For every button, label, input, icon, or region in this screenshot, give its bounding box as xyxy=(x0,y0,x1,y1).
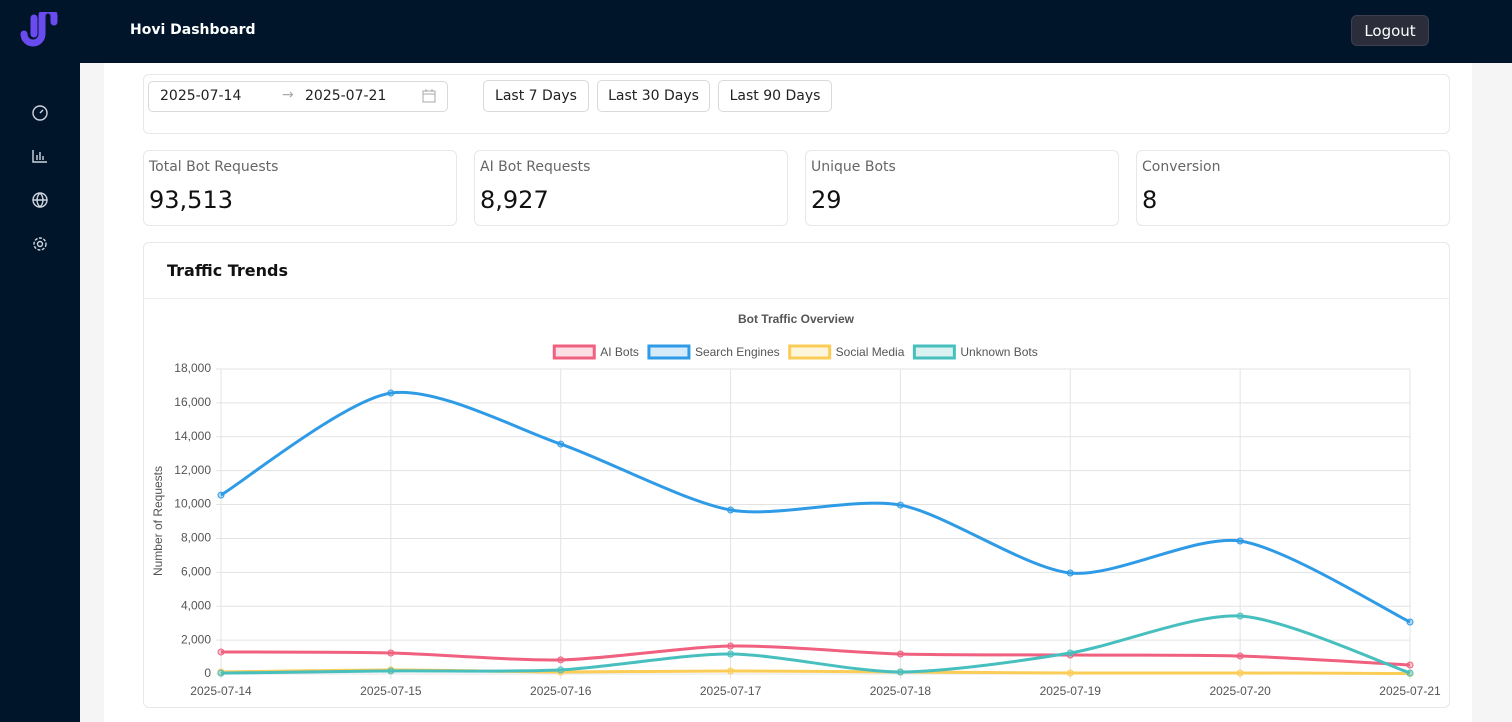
range-arrow: → xyxy=(282,87,294,103)
app-title: Hovi Dashboard xyxy=(130,22,256,38)
data-point xyxy=(1066,669,1074,677)
data-point xyxy=(727,667,735,675)
x-tick-label: 2025-07-19 xyxy=(1040,684,1102,698)
stat-label: Unique Bots xyxy=(811,159,896,175)
data-point xyxy=(387,389,395,397)
data-point xyxy=(387,667,395,675)
y-tick-label: 4,000 xyxy=(181,598,211,612)
x-tick-label: 2025-07-20 xyxy=(1209,684,1271,698)
stat-card: Unique Bots 29 xyxy=(805,150,1119,226)
data-point xyxy=(1406,669,1414,677)
logo xyxy=(20,12,58,47)
data-point xyxy=(557,440,565,448)
data-point xyxy=(1066,649,1074,657)
preset-button[interactable]: Last 30 Days xyxy=(597,80,710,112)
data-point xyxy=(387,649,395,657)
top-bar xyxy=(0,0,1512,63)
stat-value: 8 xyxy=(1142,186,1158,214)
dashboard-icon[interactable] xyxy=(32,105,48,121)
data-point xyxy=(1066,569,1074,577)
y-tick-label: 8,000 xyxy=(181,531,211,545)
end-date: 2025-07-21 xyxy=(305,88,387,104)
stat-label: AI Bot Requests xyxy=(480,159,591,175)
stat-label: Total Bot Requests xyxy=(149,159,279,175)
legend: AI Bots Search Engines Social Media Unknown… xyxy=(552,344,1038,360)
stat-label: Conversion xyxy=(1142,159,1221,175)
stat-card: Conversion 8 xyxy=(1136,150,1450,226)
panel-title: Traffic Trends xyxy=(167,261,289,280)
y-tick-label: 0 xyxy=(204,666,211,680)
data-point xyxy=(1236,669,1244,677)
series-line xyxy=(220,614,1411,675)
data-point xyxy=(727,650,735,658)
y-tick-label: 10,000 xyxy=(174,497,211,511)
legend-label: Social Media xyxy=(836,345,905,359)
legend-swatch xyxy=(552,344,596,360)
data-point xyxy=(1406,618,1414,626)
legend-label: Search Engines xyxy=(695,345,780,359)
start-date: 2025-07-14 xyxy=(160,88,242,104)
data-point xyxy=(896,501,904,509)
chart-title: Bot Traffic Overview xyxy=(738,312,855,326)
legend-swatch xyxy=(788,344,832,360)
stat-value: 8,927 xyxy=(480,186,549,214)
settings-icon[interactable] xyxy=(33,237,47,251)
y-axis-label: Number of Requests xyxy=(151,466,165,576)
x-tick-label: 2025-07-17 xyxy=(700,684,762,698)
calendar-icon xyxy=(422,89,436,103)
x-tick-label: 2025-07-16 xyxy=(530,684,592,698)
data-point xyxy=(896,650,904,658)
stat-value: 29 xyxy=(811,186,842,214)
x-tick-label: 2025-07-18 xyxy=(870,684,932,698)
data-point xyxy=(896,668,904,676)
x-tick-label: 2025-07-21 xyxy=(1379,684,1441,698)
data-point xyxy=(217,669,225,677)
series-line xyxy=(220,390,1411,624)
data-point xyxy=(1236,537,1244,545)
data-point xyxy=(1236,652,1244,660)
chart-panel xyxy=(143,242,1450,708)
x-tick-label: 2025-07-15 xyxy=(360,684,422,698)
data-point xyxy=(1406,661,1414,669)
series-line xyxy=(220,644,1411,667)
logout-button[interactable]: Logout xyxy=(1351,15,1429,46)
sidebar-icons xyxy=(32,105,48,251)
data-point xyxy=(727,506,735,514)
legend-swatch xyxy=(912,344,956,360)
date-range[interactable] xyxy=(148,81,448,112)
legend-label: AI Bots xyxy=(600,345,639,359)
y-tick-label: 2,000 xyxy=(181,632,211,646)
y-tick-label: 14,000 xyxy=(174,429,211,443)
data-point xyxy=(557,666,565,674)
y-tick-label: 6,000 xyxy=(181,565,211,579)
sidebar xyxy=(0,63,80,722)
legend-swatch xyxy=(647,344,691,360)
preset-button[interactable]: Last 7 Days xyxy=(483,80,589,112)
x-tick-label: 2025-07-14 xyxy=(190,684,252,698)
chart: Bot Traffic Overview Number of Requests … xyxy=(151,312,1441,698)
panel-divider xyxy=(143,298,1450,299)
stat-card: Total Bot Requests 93,513 xyxy=(143,150,457,226)
data-point xyxy=(557,656,565,664)
y-tick-label: 12,000 xyxy=(174,463,211,477)
stat-value: 93,513 xyxy=(149,186,233,214)
legend-label: Unknown Bots xyxy=(960,345,1037,359)
preset-button[interactable]: Last 90 Days xyxy=(718,80,832,112)
data-point xyxy=(727,642,735,650)
y-tick-label: 16,000 xyxy=(174,395,211,409)
data-point xyxy=(217,491,225,499)
stat-card: AI Bot Requests 8,927 xyxy=(474,150,788,226)
stats-icon[interactable] xyxy=(32,150,47,163)
data-point xyxy=(1236,612,1244,620)
y-tick-label: 18,000 xyxy=(174,361,211,375)
data-point xyxy=(217,648,225,656)
